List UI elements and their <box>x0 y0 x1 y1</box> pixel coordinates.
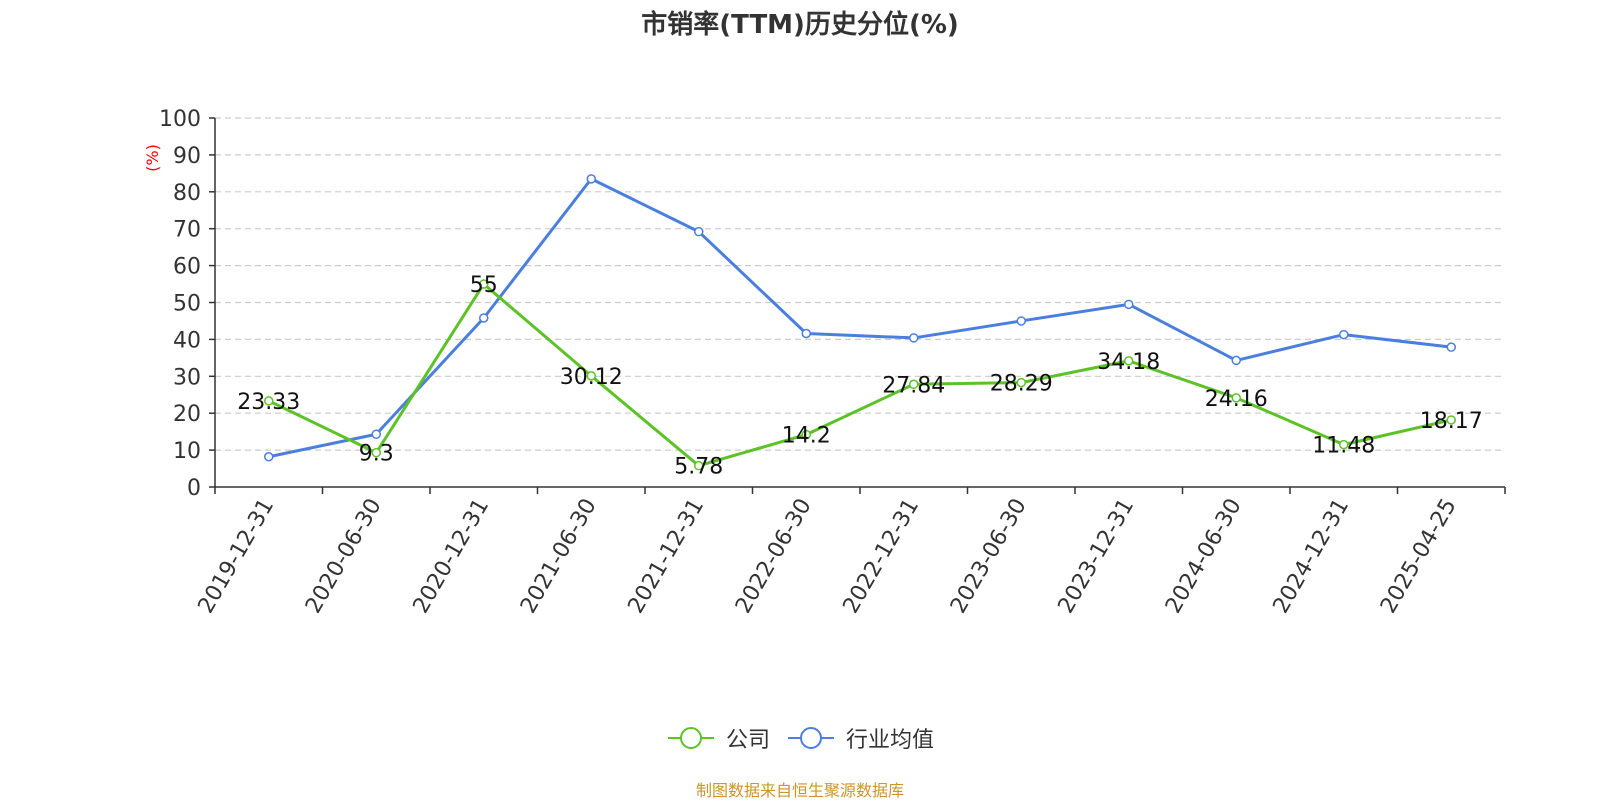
data-label: 9.3 <box>359 442 394 467</box>
y-tick-label: 90 <box>173 144 201 169</box>
x-tick-label: 2024-06-30 <box>1161 495 1247 618</box>
legend-swatch-icon <box>667 727 714 749</box>
data-point <box>694 226 704 237</box>
data-label: 11.48 <box>1312 434 1375 459</box>
legend-label: 行业均值 <box>846 728 935 753</box>
data-point <box>1339 439 1349 450</box>
data-point <box>909 379 919 390</box>
x-tick-label: 2021-12-31 <box>624 495 710 618</box>
data-point <box>1231 393 1241 403</box>
data-point <box>1231 355 1241 366</box>
legend: 公司 行业均值 <box>0 722 1600 757</box>
data-point <box>1446 342 1456 352</box>
data-point <box>1016 377 1026 388</box>
source-note: 制图数据来自恒生聚源数据库 <box>695 781 904 800</box>
legend-item[interactable]: 公司 <box>666 722 770 754</box>
series-line <box>268 282 1452 468</box>
x-tick-label: 2020-12-31 <box>409 495 495 618</box>
y-tick-label: 80 <box>173 181 201 206</box>
data-point <box>371 447 381 458</box>
x-tick-label: 2022-12-31 <box>839 495 925 618</box>
chart-title: 市销率(TTM)历史分位(%) <box>641 10 959 40</box>
legend-swatch-icon <box>788 727 834 749</box>
series-line <box>268 177 1452 459</box>
y-tick-label: 10 <box>173 439 201 464</box>
data-label: 55 <box>470 273 498 298</box>
data-label: 14.2 <box>782 424 831 449</box>
x-tick-label: 2022-06-30 <box>731 495 817 618</box>
x-tick-label: 2023-06-30 <box>946 495 1032 618</box>
axes: 0 10 20 30 40 50 60 70 80 90 100 2019-12-31 2020-06-… <box>159 107 1506 618</box>
y-tick-label: 50 <box>173 292 201 317</box>
legend-label: 公司 <box>725 728 770 753</box>
data-point <box>1446 415 1456 425</box>
x-tick-label: 2019-12-31 <box>194 495 280 618</box>
data-point <box>586 174 596 184</box>
data-label: 23.33 <box>237 390 300 415</box>
data-label: 18.17 <box>1420 409 1483 434</box>
data-point <box>371 429 381 439</box>
data-point <box>1124 356 1134 366</box>
y-axis-label: (%) <box>143 144 162 172</box>
data-point <box>1016 316 1026 326</box>
data-point <box>479 313 489 323</box>
x-tick-label: 2025-04-25 <box>1376 495 1462 618</box>
data-label: 30.12 <box>560 365 623 390</box>
data-point <box>264 451 274 462</box>
y-tick-label: 30 <box>173 365 201 390</box>
data-point <box>264 396 274 406</box>
legend-item[interactable]: 行业均值 <box>786 722 934 754</box>
data-label: 5.78 <box>674 455 723 480</box>
data-label: 34.18 <box>1097 350 1160 375</box>
data-label: 27.84 <box>882 373 945 398</box>
data-point <box>1339 329 1349 340</box>
y-tick-label: 60 <box>173 255 201 280</box>
y-tick-label: 70 <box>173 218 201 243</box>
data-point <box>694 460 704 471</box>
x-tick-label: 2021-06-30 <box>516 495 602 618</box>
y-tick-label: 40 <box>173 328 201 353</box>
data-point <box>801 429 811 440</box>
data-label: 28.29 <box>990 372 1053 397</box>
series-lines <box>264 174 1456 471</box>
data-point <box>909 333 919 343</box>
data-labels: 23.33 9.3 55 30.12 5.78 14.2 27.84 28.29 34.18 24… <box>237 273 1482 480</box>
data-point <box>801 328 811 339</box>
y-tick-label: 0 <box>187 476 201 501</box>
y-tick-label: 100 <box>159 107 201 132</box>
x-tick-label: 2024-12-31 <box>1269 495 1355 618</box>
x-tick-label: 2023-12-31 <box>1054 495 1140 618</box>
x-tick-label: 2020-06-30 <box>301 495 387 618</box>
y-tick-label: 20 <box>173 402 201 427</box>
data-point <box>586 371 596 381</box>
data-point <box>479 279 489 289</box>
data-point <box>1124 299 1134 310</box>
data-label: 24.16 <box>1205 387 1268 412</box>
